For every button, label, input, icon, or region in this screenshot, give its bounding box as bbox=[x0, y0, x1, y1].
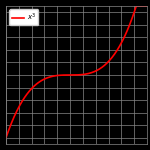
$x^3$ bbox=[146, 5, 148, 7]
$x^3$ bbox=[121, 42, 122, 43]
$x^3$ bbox=[135, 5, 137, 7]
$x^3$ bbox=[89, 72, 91, 74]
$x^3$ bbox=[143, 5, 145, 7]
Legend: $x^3$: $x^3$ bbox=[9, 9, 38, 25]
$x^3$ bbox=[81, 74, 83, 75]
$x^3$ bbox=[73, 74, 75, 76]
$x^3$ bbox=[72, 74, 74, 76]
Line: $x^3$: $x^3$ bbox=[6, 6, 147, 138]
$x^3$ bbox=[5, 137, 7, 139]
